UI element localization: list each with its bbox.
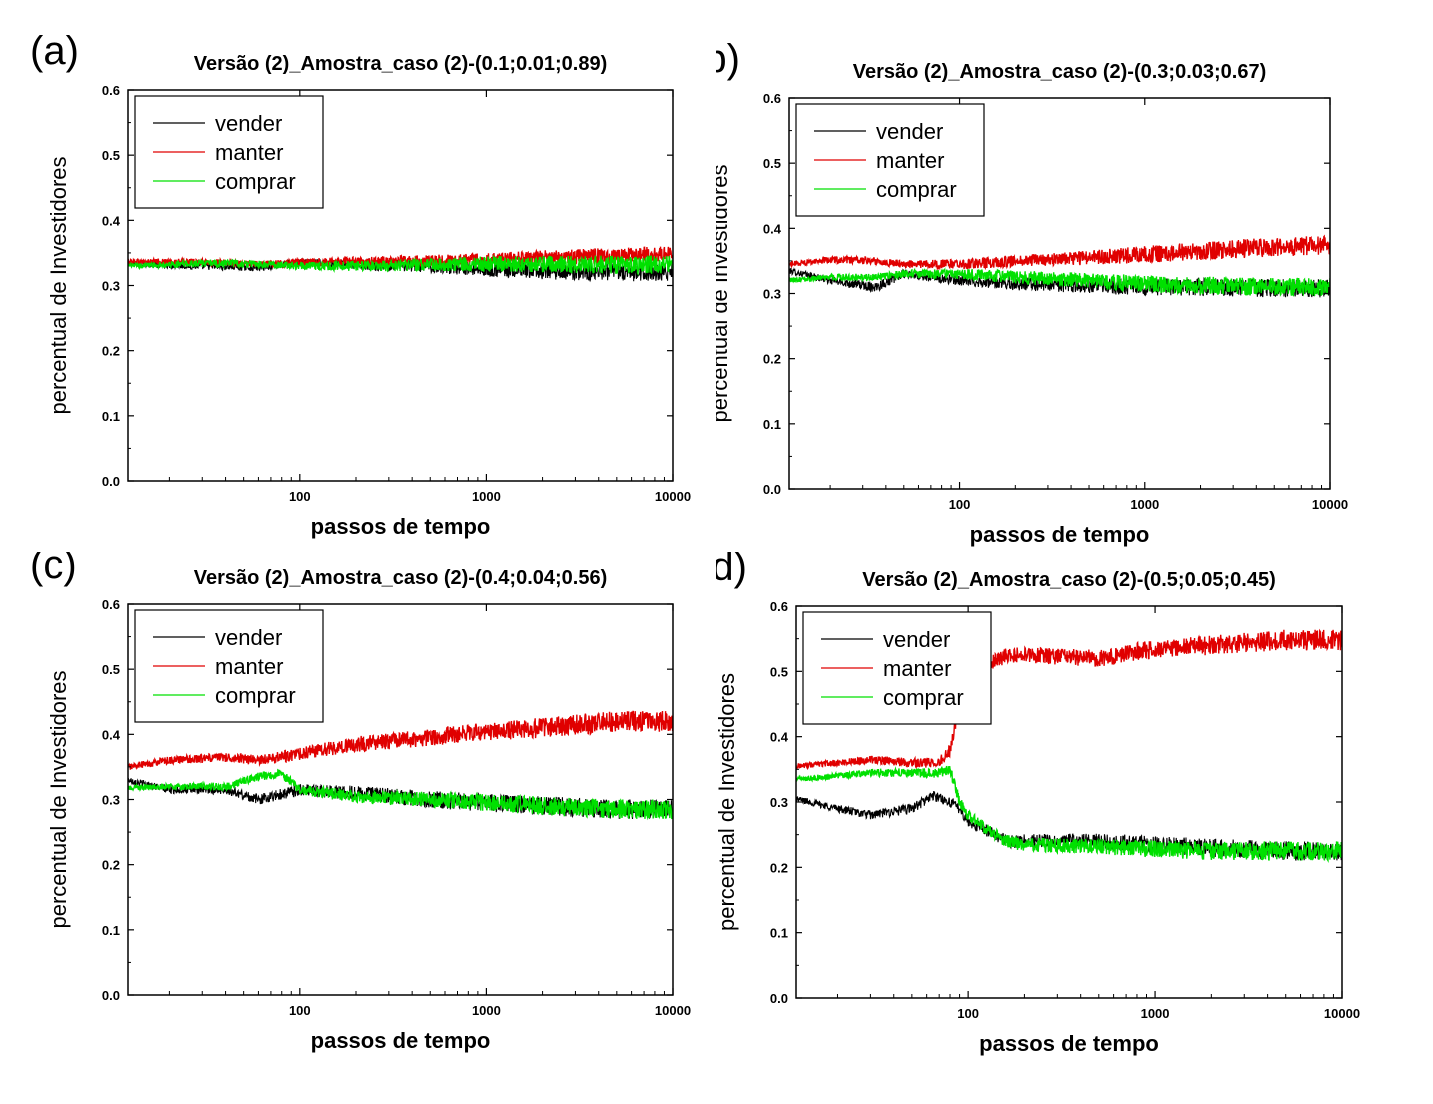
y-tick-label: 0.0 [102,988,120,1003]
y-tick-label: 0.6 [763,91,781,106]
panel-label: (d) [716,552,747,589]
series-line-comprar [128,768,673,821]
panel-label: (a) [30,29,79,73]
x-tick-label: 1000 [1141,1006,1170,1021]
y-tick-label: 0.0 [770,991,788,1006]
x-axis-label: passos de tempo [311,1028,491,1053]
chart-panel-c: (c) Versão (2)_Amostra_caso (2)-(0.4;0.04… [0,552,716,1104]
legend-label-vender: vender [215,111,282,136]
legend-label-comprar: comprar [876,177,957,202]
x-tick-label: 100 [949,497,971,512]
series-group [796,628,1342,863]
y-axis-label: percentual de Investidores [716,673,739,931]
legend-label-vender: vender [876,119,943,144]
x-tick-label: 1000 [472,1003,501,1018]
y-tick-label: 0.6 [102,83,120,98]
chart-title: Versão (2)_Amostra_caso (2)-(0.4;0.04;0.… [194,567,608,589]
y-tick-label: 0.1 [102,409,120,424]
legend-label-manter: manter [876,148,944,173]
x-tick-label: 10000 [655,489,691,504]
chart-svg-a: (a) Versão (2)_Amostra_caso (2)-(0.1;0.01… [30,29,691,539]
x-tick-label: 10000 [1324,1006,1360,1021]
x-tick-label: 10000 [1312,497,1348,512]
y-tick-label: 0.4 [102,727,121,742]
y-tick-label: 0.1 [102,923,120,938]
y-tick-label: 0.2 [102,344,120,359]
series-group [789,234,1330,298]
series-group [128,710,673,821]
chart-title: Versão (2)_Amostra_caso (2)-(0.5;0.05;0.… [862,569,1276,591]
x-tick-label: 100 [957,1006,979,1021]
y-tick-label: 0.0 [102,474,120,489]
y-tick-label: 0.4 [102,213,121,228]
legend-label-vender: vender [883,627,950,652]
y-tick-label: 0.5 [102,148,120,163]
panel-label: (b) [716,37,740,81]
legend-label-comprar: comprar [215,683,296,708]
legend-label-manter: manter [215,654,283,679]
y-tick-label: 0.2 [102,858,120,873]
x-tick-label: 1000 [472,489,501,504]
series-line-comprar [789,267,1330,297]
chart-title: Versão (2)_Amostra_caso (2)-(0.3;0.03;0.… [853,61,1267,83]
y-tick-label: 0.6 [770,599,788,614]
y-tick-label: 0.2 [770,860,788,875]
y-tick-label: 0.4 [763,221,782,236]
series-group [128,246,673,283]
chart-svg-d: (d) Versão (2)_Amostra_caso (2)-(0.5;0.05… [716,552,1360,1056]
series-line-comprar [128,254,673,277]
y-tick-label: 0.5 [102,662,120,677]
y-tick-label: 0.4 [770,730,789,745]
y-axis-label: percentual de Investidores [46,156,71,414]
x-tick-label: 1000 [1130,497,1159,512]
chart-panel-b: (b) Versão (2)_Amostra_caso (2)-(0.3;0.03… [716,0,1433,552]
x-tick-label: 100 [289,489,311,504]
chart-svg-c: (c) Versão (2)_Amostra_caso (2)-(0.4;0.04… [30,552,691,1053]
legend-label-manter: manter [883,656,951,681]
chart-title: Versão (2)_Amostra_caso (2)-(0.1;0.01;0.… [194,53,608,75]
panel-label: (c) [30,552,77,587]
y-tick-label: 0.6 [102,597,120,612]
x-axis-label: passos de tempo [970,522,1150,547]
legend-label-vender: vender [215,625,282,650]
y-tick-label: 0.2 [763,352,781,367]
series-line-manter [128,710,673,771]
x-axis-label: passos de tempo [979,1031,1159,1056]
y-tick-label: 0.1 [763,417,781,432]
legend-label-comprar: comprar [215,169,296,194]
series-line-comprar [796,765,1342,863]
y-tick-label: 0.1 [770,926,788,941]
y-axis-label: percentual de Investidores [716,164,732,422]
series-line-manter [789,234,1330,271]
chart-panel-d: (d) Versão (2)_Amostra_caso (2)-(0.5;0.05… [716,552,1433,1104]
chart-panel-a: (a) Versão (2)_Amostra_caso (2)-(0.1;0.01… [0,0,716,552]
x-tick-label: 100 [289,1003,311,1018]
y-tick-label: 0.3 [102,279,120,294]
y-axis-label: percentual de Investidores [46,670,71,928]
y-tick-label: 0.3 [102,793,120,808]
legend-label-manter: manter [215,140,283,165]
series-line-manter [796,628,1342,771]
y-tick-label: 0.3 [763,287,781,302]
y-tick-label: 0.5 [763,156,781,171]
chart-svg-b: (b) Versão (2)_Amostra_caso (2)-(0.3;0.03… [716,37,1348,547]
y-tick-label: 0.0 [763,482,781,497]
x-axis-label: passos de tempo [311,514,491,539]
legend-label-comprar: comprar [883,685,964,710]
x-tick-label: 10000 [655,1003,691,1018]
y-tick-label: 0.5 [770,664,788,679]
y-tick-label: 0.3 [770,795,788,810]
